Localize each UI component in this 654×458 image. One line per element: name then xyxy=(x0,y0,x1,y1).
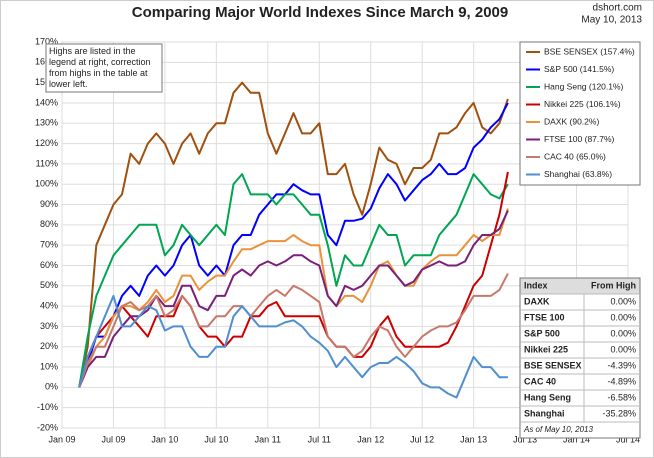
table-note: As of May 10, 2013 xyxy=(523,425,593,434)
series-line xyxy=(78,81,509,388)
series-line xyxy=(78,208,509,388)
x-tick-label: Jul 13 xyxy=(513,434,537,444)
x-tick-label: Jan 11 xyxy=(255,434,281,444)
table-cell: -35.28% xyxy=(602,408,636,418)
y-tick-label: 40% xyxy=(40,300,58,310)
y-tick-label: 170% xyxy=(35,36,58,46)
x-tick-label: Jul 09 xyxy=(101,434,125,444)
table-cell: Shanghai xyxy=(524,408,565,418)
annotation-box xyxy=(45,43,163,93)
series-line xyxy=(78,102,509,388)
legend-label: S&P 500 (141.5%) xyxy=(544,64,614,74)
table-cell: DAXK xyxy=(524,296,550,306)
legend-label: BSE SENSEX (157.4%) xyxy=(544,46,635,56)
table-header: From High xyxy=(591,280,636,290)
y-tick-label: 140% xyxy=(35,97,58,107)
y-tick-label: 110% xyxy=(36,158,58,168)
table-cell: S&P 500 xyxy=(524,328,560,338)
legend: BSE SENSEX (157.4%) S&P 500 (141.5%) Hang … xyxy=(526,46,635,179)
legend-box xyxy=(519,41,641,186)
y-tick-label: 60% xyxy=(40,260,58,270)
y-tick-label: 50% xyxy=(40,280,58,290)
x-tick-label: Jul 11 xyxy=(308,434,331,444)
series-line xyxy=(78,171,509,388)
y-tick-label: 90% xyxy=(40,199,58,209)
x-tick-label: Jan 09 xyxy=(48,434,75,444)
y-tick-label: 80% xyxy=(40,219,58,229)
chart-title: Comparing Major World Indexes Since Marc… xyxy=(132,4,509,21)
table-cell: -4.39% xyxy=(607,360,636,370)
legend-label: Shanghai (63.8%) xyxy=(544,169,612,179)
x-tick-label: Jul 10 xyxy=(204,434,228,444)
table-cell: CAC 40 xyxy=(524,376,556,386)
table-cell: BSE SENSEX xyxy=(524,360,582,370)
annotation: Highs are listed in the legend at right,… xyxy=(49,46,151,89)
legend-label: CAC 40 (65.0%) xyxy=(544,151,606,161)
table: Index From High DAXK 0.00% FTSE 100 0.00% S&P … xyxy=(519,277,641,439)
table-cell: 0.00% xyxy=(610,328,636,338)
y-tick-label: -20% xyxy=(37,422,58,432)
table-cell: FTSE 100 xyxy=(524,312,565,322)
table-cell: Nikkei 225 xyxy=(524,344,568,354)
y-tick-label: -10% xyxy=(37,402,58,412)
table-cell: Hang Seng xyxy=(524,392,571,402)
series-line xyxy=(78,273,509,388)
y-tick-label: 10% xyxy=(40,361,58,371)
y-tick-label: 20% xyxy=(40,341,58,351)
legend-label: FTSE 100 (87.7%) xyxy=(544,134,615,144)
x-tick-label: Jan 12 xyxy=(357,434,384,444)
y-tick-label: 130% xyxy=(35,118,58,128)
table-cell: -6.58% xyxy=(607,392,636,402)
y-tick-label: 120% xyxy=(35,138,58,148)
series-line xyxy=(78,173,509,388)
x-tick-label: Jul 12 xyxy=(410,434,434,444)
y-tick-label: 70% xyxy=(40,240,58,250)
x-tick-label: Jan 14 xyxy=(563,434,590,444)
table-cell: -4.89% xyxy=(607,376,636,386)
series-line xyxy=(78,210,509,388)
date: May 10, 2013 xyxy=(581,15,642,26)
table-cell: 0.00% xyxy=(610,296,636,306)
x-tick-label: Jul 14 xyxy=(616,434,640,444)
x-tick-label: Jan 10 xyxy=(151,434,178,444)
table-cell: 0.00% xyxy=(610,344,636,354)
legend-label: DAXK (90.2%) xyxy=(544,116,599,126)
table-cell: 0.00% xyxy=(610,312,636,322)
y-tick-label: 0% xyxy=(45,382,58,392)
legend-label: Hang Seng (120.1%) xyxy=(544,81,624,91)
legend-label: Nikkei 225 (106.1%) xyxy=(544,99,621,109)
lines xyxy=(78,81,509,399)
annotation-wrap: Highs are listed in the legend at right,… xyxy=(49,46,151,89)
source: dshort.com xyxy=(593,3,642,14)
table-header: Index xyxy=(524,280,548,290)
y-tick-label: 100% xyxy=(35,179,58,189)
x-tick-label: Jan 13 xyxy=(460,434,487,444)
series-line xyxy=(78,294,508,399)
grid: -20% -10% 0% 10% 20% 30% 40% 50% 60% 70% 80% 90% 100… xyxy=(35,36,640,444)
y-tick-label: 30% xyxy=(40,321,58,331)
